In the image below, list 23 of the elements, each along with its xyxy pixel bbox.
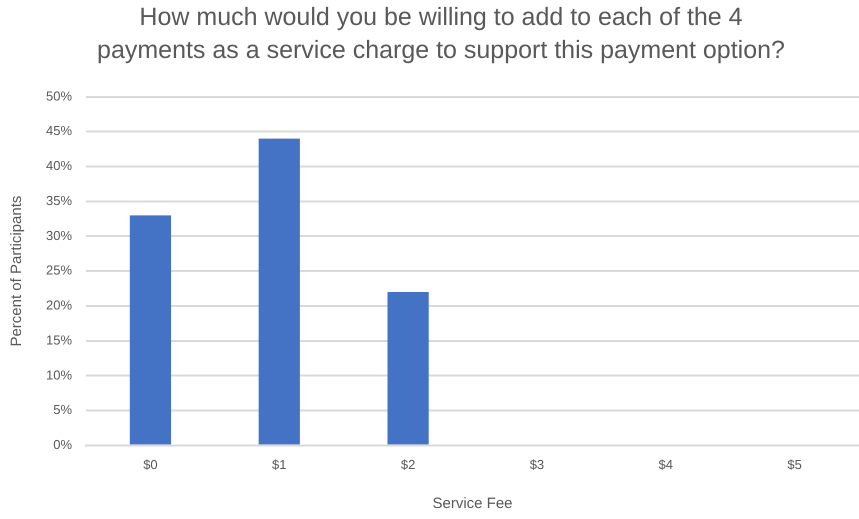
y-tick-label: 5% (53, 402, 72, 418)
x-axis-title: Service Fee (432, 495, 513, 512)
bar (258, 138, 300, 444)
y-tick-label: 40% (46, 158, 72, 174)
chart-title: How much would you be willing to add to each of the 4 payments as a service charge to support this payment option? (96, 2, 786, 66)
x-tick-label: $5 (787, 456, 802, 472)
y-tick-label: 0% (53, 436, 72, 452)
y-tick-label: 15% (46, 332, 72, 348)
y-axis-title: Percent of Participants (8, 196, 26, 347)
x-tick-label: $0 (143, 456, 158, 472)
y-tick-label: 25% (46, 262, 72, 278)
x-tick-label: $3 (530, 456, 544, 472)
bar (387, 292, 429, 444)
x-tick-label: $2 (400, 456, 416, 472)
y-tick-label: 50% (46, 88, 72, 104)
x-tick-label: $4 (658, 456, 673, 472)
y-tick-label: 45% (46, 123, 72, 138)
y-tick-label: 35% (46, 192, 72, 208)
y-tick-label: 20% (46, 298, 72, 313)
bar (130, 215, 172, 444)
x-tick-label: $1 (272, 456, 286, 472)
y-tick-label: 30% (46, 228, 72, 243)
y-tick-label: 10% (46, 367, 72, 382)
